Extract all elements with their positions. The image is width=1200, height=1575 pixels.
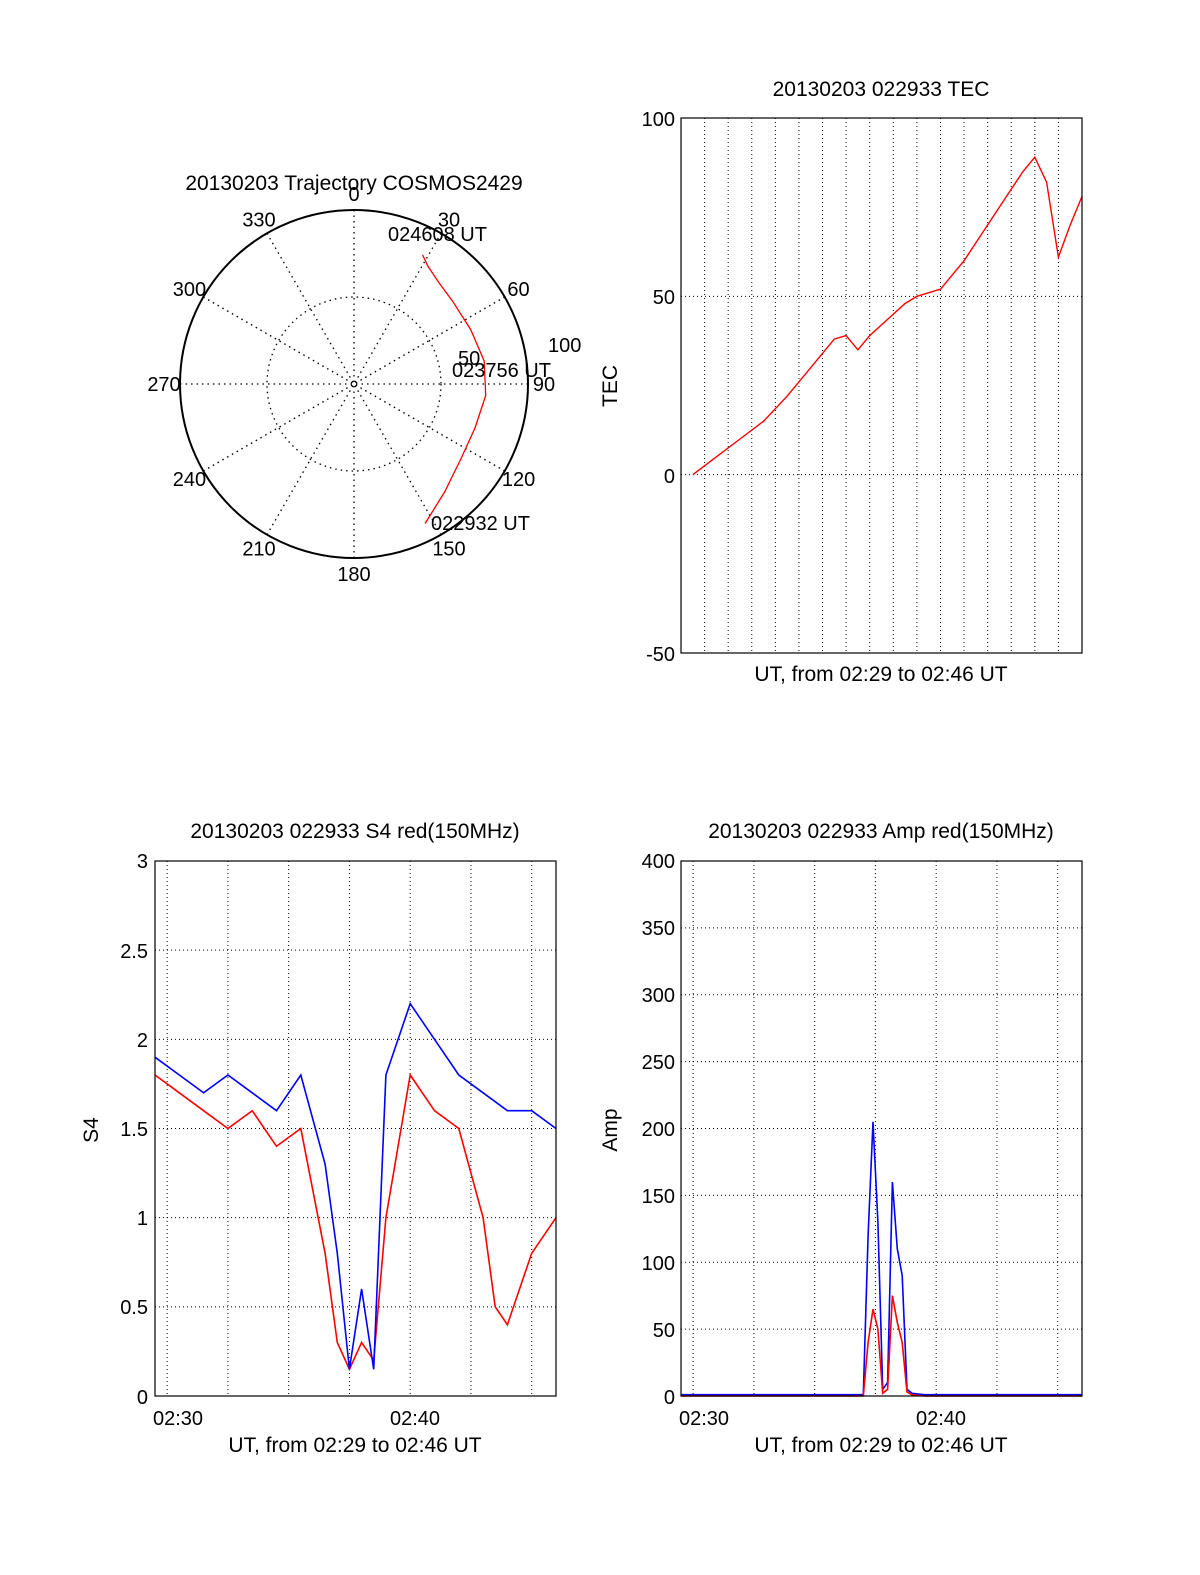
s4-ytick-0: 0 (137, 1387, 148, 1409)
amp-ytick-100: 100 (642, 1253, 675, 1275)
s4-xtick-0240: 02:40 (390, 1408, 440, 1430)
s4-ytick-1: 1 (137, 1208, 148, 1230)
s4-title: 20130203 022933 S4 red(150MHz) (190, 820, 519, 843)
tec-ylabel: TEC (599, 365, 622, 407)
amp-title: 20130203 022933 Amp red(150MHz) (708, 820, 1054, 843)
polar-angle-label: 60 (507, 279, 529, 301)
amp-frame (680, 860, 1083, 1397)
s4-ytick-1-5: 1.5 (120, 1119, 148, 1141)
amp-ytick-300: 300 (642, 985, 675, 1007)
amp-ytick-200: 200 (642, 1119, 675, 1141)
s4-xtick-0230: 02:30 (153, 1408, 203, 1430)
polar-grid (180, 210, 528, 558)
polar-spoke (266, 232, 442, 536)
polar-angle-label: 270 (147, 374, 180, 396)
tec-title: 20130203 022933 TEC (773, 78, 990, 101)
trajectory-start-label: 022932 UT (431, 513, 530, 535)
polar-frame (179, 209, 529, 559)
s4-grid (155, 861, 556, 1396)
amp-ylabel: Amp (599, 1108, 622, 1151)
amp-ytick-50: 50 (653, 1320, 675, 1342)
s4-red-series-line (154, 1072, 557, 1372)
amp-plot: 20130203 022933 Amp red(150MHz) 400 350 … (599, 820, 1083, 1457)
amp-grid (681, 861, 1082, 1396)
amp-blue-series-line (681, 1121, 1082, 1396)
s4-blue-series-line (154, 1001, 557, 1370)
amp-ytick-250: 250 (642, 1052, 675, 1074)
trajectory-end-label: 024608 UT (388, 224, 487, 246)
tec-series-line (692, 155, 1083, 476)
polar-spoke (266, 232, 442, 536)
trajectory-line (422, 254, 487, 524)
s4-ylabel: S4 (80, 1117, 103, 1143)
polar-radial-tick-100: 100 (548, 335, 581, 357)
polar-angle-label: 120 (502, 469, 535, 491)
polar-angle-label: 300 (173, 279, 206, 301)
polar-angle-label: 210 (242, 539, 275, 561)
tec-grid (681, 118, 1082, 653)
polar-title: 20130203 Trajectory COSMOS2429 (185, 172, 522, 195)
polar-ring-50 (266, 296, 442, 472)
amp-ytick-0: 0 (664, 1387, 675, 1409)
polar-angle-label: 30 (438, 209, 460, 231)
s4-plot: 20130203 022933 S4 red(150MHz) 3 2.5 2 1… (80, 820, 557, 1457)
s4-ytick-3: 3 (137, 851, 148, 873)
tec-plot: 20130203 022933 TEC 100 50 0 -50 UT, fro… (599, 78, 1083, 686)
polar-angle-label: 180 (337, 564, 370, 586)
amp-ytick-400: 400 (642, 851, 675, 873)
polar-radial-tick-50: 50 (458, 348, 480, 370)
polar-angle-label: 0 (348, 184, 359, 206)
polar-angle-label: 240 (173, 469, 206, 491)
amp-red-series-line (681, 1295, 1082, 1397)
s4-ytick-0-5: 0.5 (120, 1297, 148, 1319)
s4-ytick-2-5: 2.5 (120, 941, 148, 963)
s4-frame (154, 860, 557, 1397)
tec-ytick-neg50: -50 (646, 644, 675, 666)
s4-ytick-2: 2 (137, 1030, 148, 1052)
amp-ytick-150: 150 (642, 1186, 675, 1208)
s4-xlabel: UT, from 02:29 to 02:46 UT (228, 1434, 481, 1457)
polar-angle-label: 150 (432, 539, 465, 561)
amp-xlabel: UT, from 02:29 to 02:46 UT (754, 1434, 1007, 1457)
tec-ytick-100: 100 (642, 109, 675, 131)
tec-frame (680, 117, 1083, 654)
tec-xlabel: UT, from 02:29 to 02:46 UT (754, 663, 1007, 686)
tec-ytick-0: 0 (664, 466, 675, 488)
polar-trajectory-plot: 20130203 Trajectory COSMOS2429 0 30 60 90 12… (147, 172, 581, 586)
amp-ytick-350: 350 (642, 918, 675, 940)
polar-angle-labels: 0 30 60 90 120 150 180 210 240 270 300 330 (147, 184, 555, 586)
amp-xtick-0240: 02:40 (916, 1408, 966, 1430)
amp-xtick-0230: 02:30 (679, 1408, 729, 1430)
tec-ytick-50: 50 (653, 287, 675, 309)
polar-angle-label: 90 (533, 374, 555, 396)
trajectory-mid-label: 023756 UT (452, 360, 551, 382)
polar-angle-label: 330 (242, 209, 275, 231)
